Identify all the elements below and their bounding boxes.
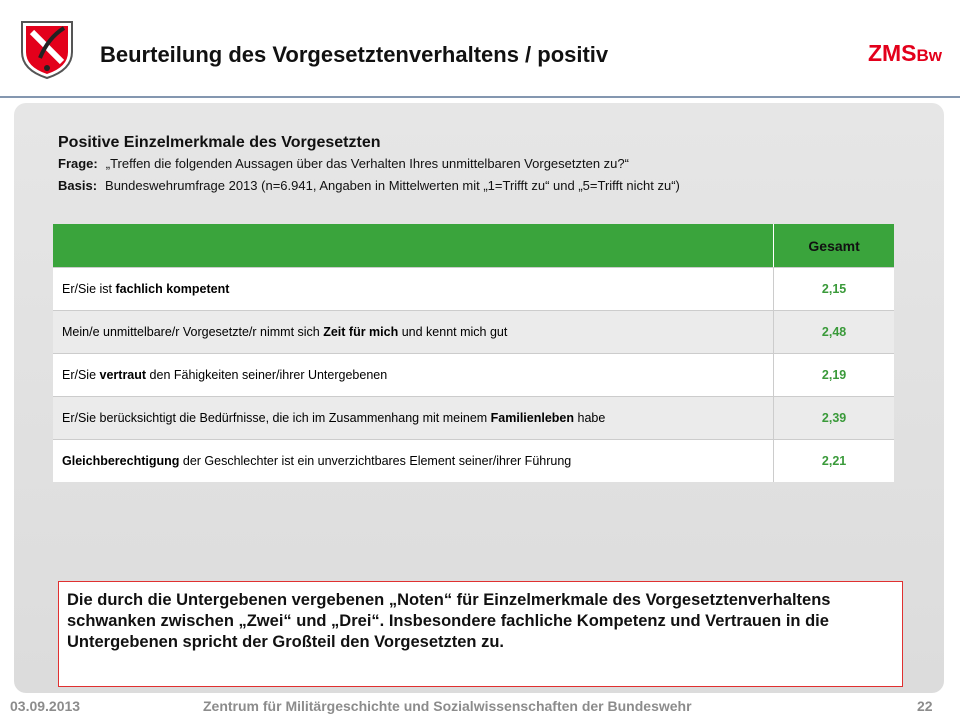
row-value: 2,19 (773, 354, 894, 396)
brand: ZMSBw (868, 40, 942, 67)
label-part: vertraut (99, 368, 147, 382)
label-part: den Fähigkeiten seiner/ihrer Untergebene… (146, 368, 388, 382)
logo (21, 21, 73, 80)
label-part: Gleichberechtigung (62, 454, 180, 468)
label-part: Familienleben (490, 411, 575, 425)
label-part: Zeit für mich (323, 325, 399, 339)
table-row: Gleichberechtigung der Geschlechter ist … (53, 439, 894, 482)
label: Frage: (58, 156, 98, 171)
text: „Treffen die folgenden Aussagen über das… (105, 156, 629, 171)
label-part: und kennt mich gut (398, 325, 508, 339)
row-label: Mein/e unmittelbare/r Vorgesetzte/r nimm… (53, 325, 773, 339)
brand-sub: Bw (916, 46, 943, 65)
date: 03.09.2013 (10, 698, 81, 714)
table-row: Er/Sie berücksichtigt die Bedürfnisse, d… (53, 396, 894, 439)
institution: Zentrum für Militärgeschichte und Sozial… (203, 698, 692, 714)
conclusion: Die durch die Untergebenen vergebenen „N… (58, 581, 903, 687)
row-value: 2,48 (773, 311, 894, 353)
question: Frage: „Treffen die folgenden Aussagen üb… (58, 156, 629, 171)
basis: Basis: Bundeswehrumfrage 2013 (n=6.941, A… (58, 178, 680, 193)
brand-main: ZMS (867, 40, 917, 66)
page-number: 22 (917, 698, 933, 714)
label-part: habe (574, 411, 606, 425)
label-part: fachlich kompetent (115, 282, 230, 296)
label-part: Mein/e unmittelbare/r Vorgesetzte/r nimm… (62, 325, 324, 339)
label-part: Er/Sie (62, 368, 100, 382)
header-cell: Gesamt (773, 224, 894, 267)
text: Bundeswehrumfrage 2013 (n=6.941, Angaben… (105, 178, 680, 193)
title: Beurteilung des Vorgesetztenverhaltens /… (100, 42, 609, 67)
row-label: Er/Sie ist fachlich kompetent (53, 282, 773, 296)
row-value: 2,39 (773, 397, 894, 439)
row-label: Er/Sie vertraut den Fähigkeiten seiner/i… (53, 368, 773, 382)
heading: Positive Einzelmerkmale des Vorgesetzten (58, 134, 381, 151)
label-part: Er/Sie ist (62, 282, 116, 296)
table-row: Er/Sie ist fachlich kompetent 2,15 (53, 267, 894, 310)
label-part: Er/Sie berücksichtigt die Bedürfnisse, d… (62, 411, 491, 425)
header-row: Gesamt (53, 224, 894, 267)
table-row: Er/Sie vertraut den Fähigkeiten seiner/i… (53, 353, 894, 396)
row-value: 2,15 (773, 268, 894, 310)
row-value: 2,21 (773, 440, 894, 482)
label-part: der Geschlechter ist ein unverzichtbares… (179, 454, 572, 468)
row-label: Er/Sie berücksichtigt die Bedürfnisse, d… (53, 411, 773, 425)
table: Gesamt Er/Sie ist fachlich kompetent 2,15… (53, 224, 894, 482)
row-label: Gleichberechtigung der Geschlechter ist … (53, 454, 773, 468)
rule (0, 96, 960, 98)
label: Basis: (58, 178, 98, 193)
table-row: Mein/e unmittelbare/r Vorgesetzte/r nimm… (53, 310, 894, 353)
